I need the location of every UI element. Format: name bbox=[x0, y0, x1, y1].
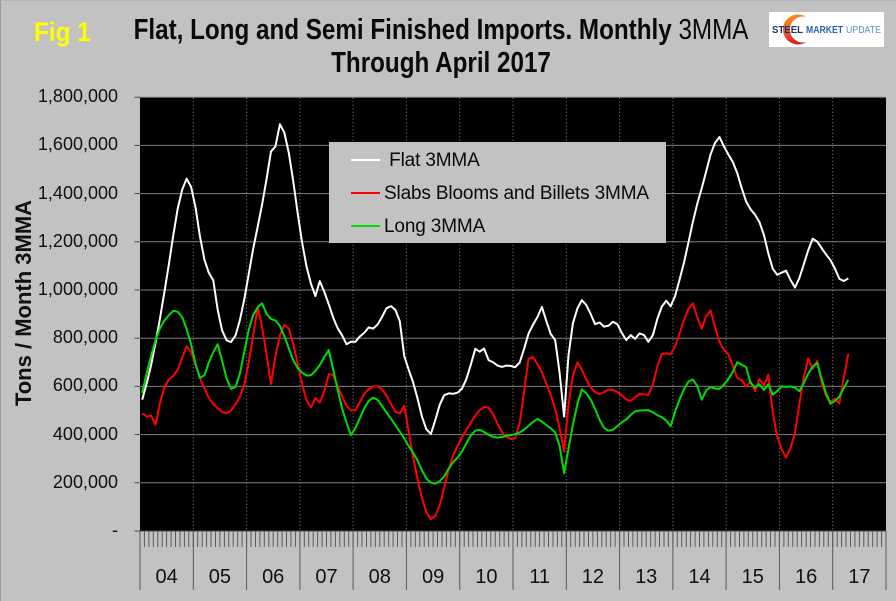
svg-text:UPDATE: UPDATE bbox=[846, 25, 881, 36]
svg-text:STEEL: STEEL bbox=[772, 25, 803, 36]
svg-text:MARKET: MARKET bbox=[806, 25, 843, 36]
